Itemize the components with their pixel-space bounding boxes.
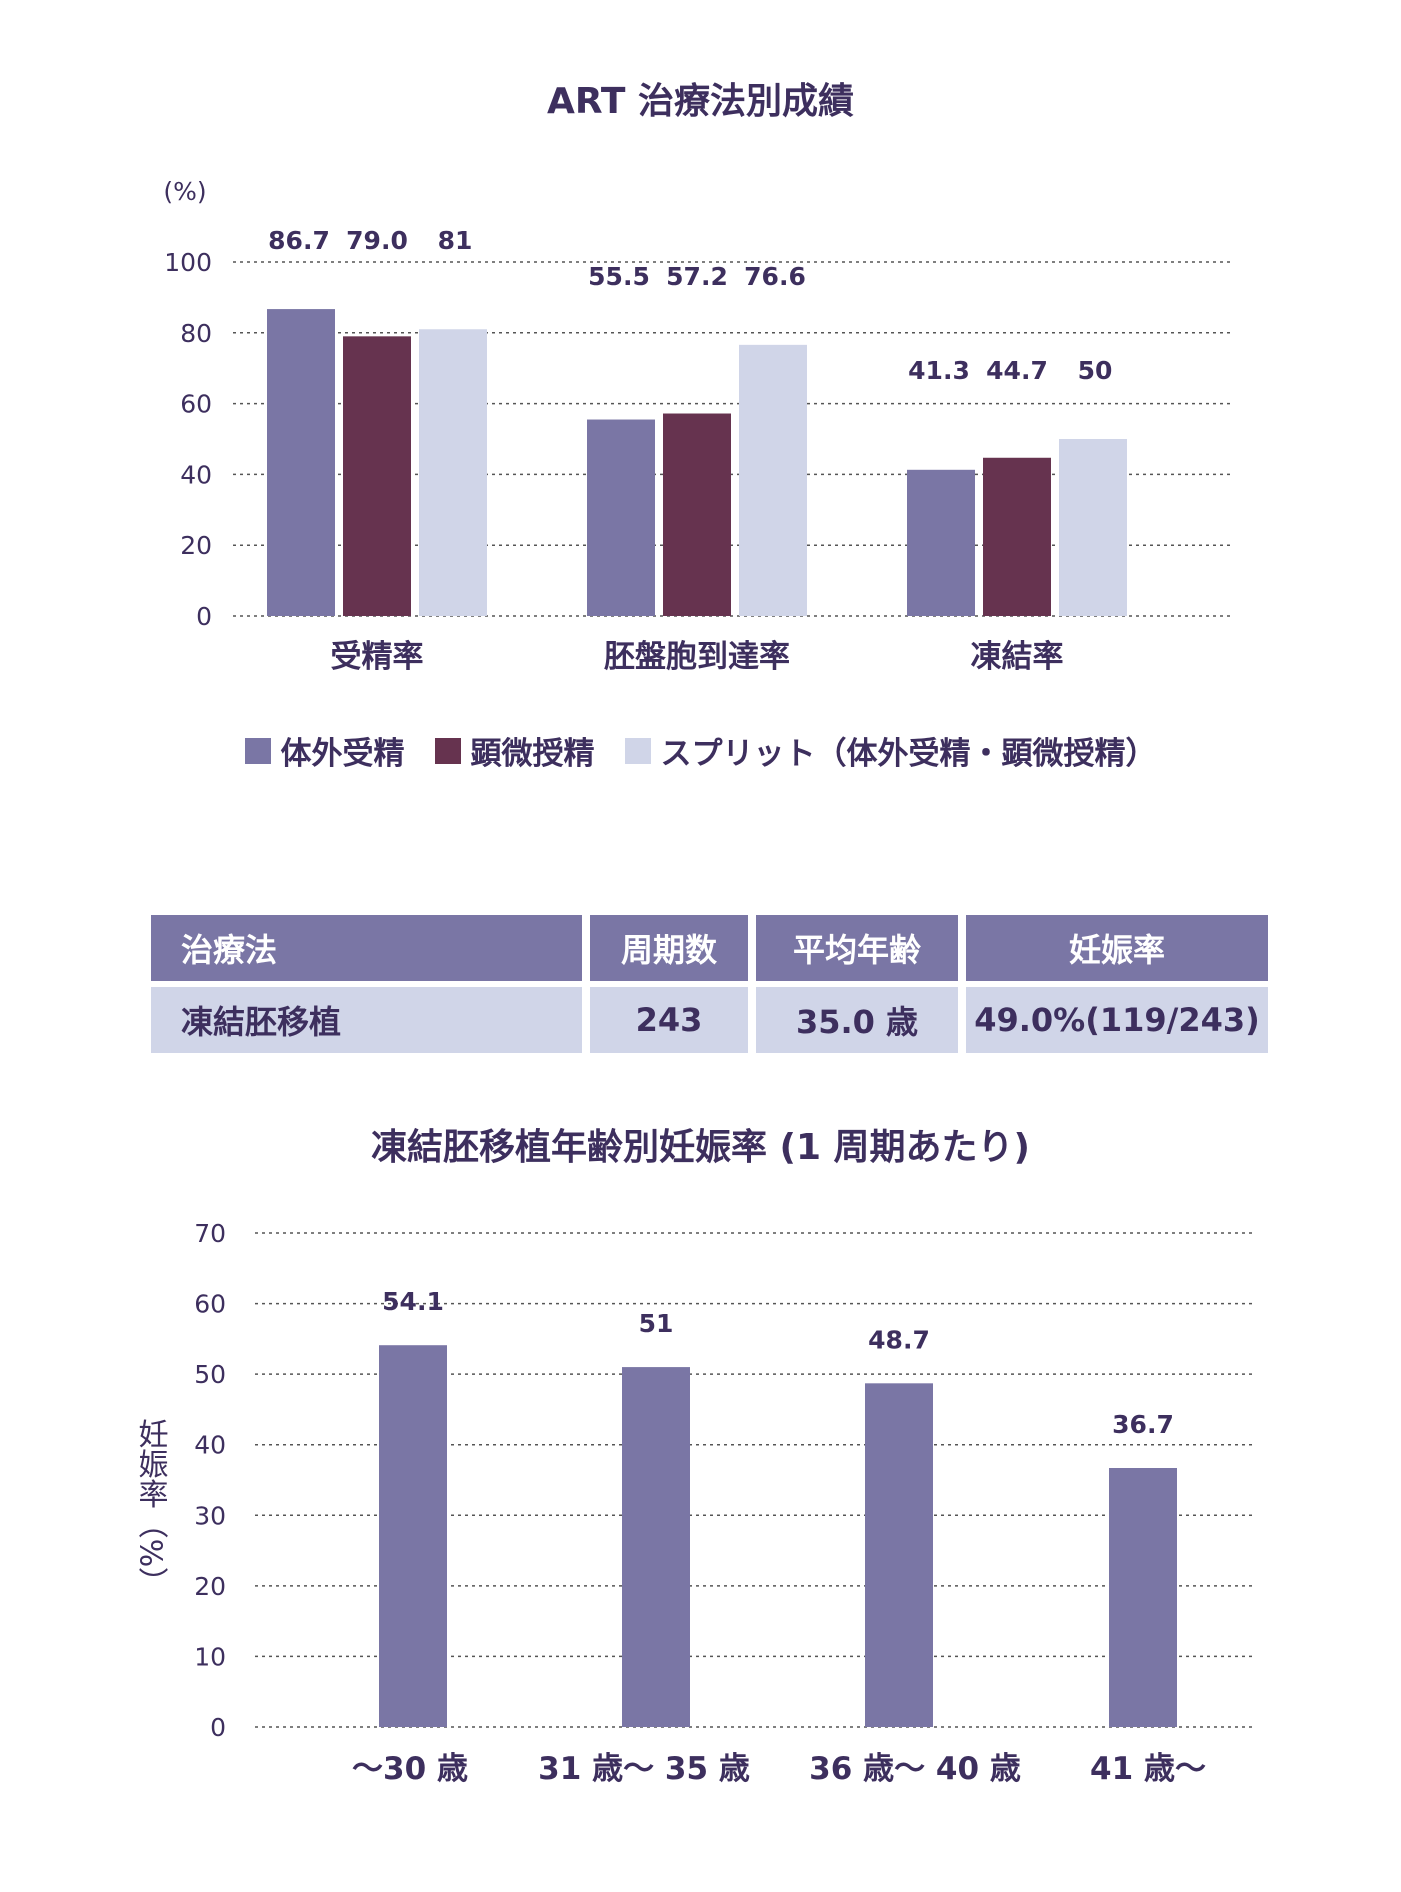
chart2-x-tick-label: 41 歳～ (1090, 1751, 1206, 1787)
chart1-bar (1059, 439, 1127, 616)
chart2-y-tick-label: 60 (194, 1290, 226, 1319)
art-results-bar-chart: (%) 0 20 40 60 80 100 86.7 79.0 81 受精率 55.5 57.2 76.6… (163, 177, 1230, 675)
table-header-row: 治療法 周期数 平均年齢 妊娠率 (151, 915, 1268, 981)
chart2-data-label: 36.7 (1112, 1410, 1174, 1439)
chart1-legend: 体外受精 顕微授精 スプリット（体外受精・顕微授精） (0, 728, 1401, 773)
chart1-x-tick-label: 受精率 (331, 639, 424, 675)
chart1-y-unit-label: (%) (163, 177, 206, 206)
chart2-y-tick-label: 50 (194, 1360, 226, 1389)
chart2-bar (865, 1383, 933, 1727)
chart2-x-tick-label: 36 歳～ 40 歳 (809, 1751, 1021, 1787)
chart2-title: 凍結胚移植年齢別妊娠率 (1 周期あたり) (370, 1127, 1031, 1168)
chart2-x-tick-label: ～30 歳 (352, 1751, 468, 1787)
chart1-data-label: 76.6 (744, 262, 806, 291)
legend-swatch-split (624, 737, 651, 764)
legend-label-split: スプリット（体外受精・顕微授精） (660, 736, 1157, 772)
chart2-y-tick-label: 0 (210, 1713, 226, 1742)
chart2-y-tick-label: 20 (194, 1572, 226, 1601)
chart1-bar (343, 336, 411, 616)
chart1-data-label: 50 (1078, 356, 1113, 385)
table-header-method: 治療法 (151, 915, 582, 981)
table-header-cycles: 周期数 (590, 915, 748, 981)
chart2-y-tick-label: 40 (194, 1431, 226, 1460)
chart1-bar (983, 457, 1051, 616)
chart2-bar (1109, 1468, 1177, 1727)
chart2-y-tick-label: 10 (194, 1642, 226, 1671)
chart1-y-tick-label: 60 (180, 390, 212, 419)
table-cell-cycles: 243 (590, 987, 748, 1053)
chart1-bar (587, 419, 655, 616)
chart1-y-tick-label: 40 (180, 460, 212, 489)
legend-swatch-ivf (244, 737, 271, 764)
chart2-bar (622, 1367, 690, 1727)
chart1-data-label: 41.3 (908, 356, 970, 385)
chart2-data-label: 51 (639, 1309, 674, 1338)
chart1-data-label: 81 (438, 226, 473, 255)
legend-item-ivf: 体外受精 (244, 728, 405, 773)
chart1-data-label: 55.5 (588, 262, 650, 291)
chart2-data-label: 54.1 (382, 1287, 444, 1316)
chart1-y-tick-label: 20 (180, 531, 212, 560)
legend-swatch-icsi (434, 737, 461, 764)
age-pregnancy-bar-chart: 0 10 20 30 40 50 60 70 妊娠率（%） 54.1 51 48.7 36.7 ～30 歳… (133, 1219, 1252, 1787)
legend-item-split: スプリット（体外受精・顕微授精） (624, 728, 1157, 773)
chart1-data-label: 79.0 (346, 226, 408, 255)
chart1-bar (663, 413, 731, 616)
chart1-y-tick-label: 100 (164, 248, 212, 277)
table-cell-method: 凍結胚移植 (151, 987, 582, 1053)
chart2-y-axis-label: 妊娠率（%） (133, 1419, 169, 1598)
table-header-avg-age: 平均年齢 (756, 915, 958, 981)
legend-label-ivf: 体外受精 (280, 736, 405, 772)
table-row: 凍結胚移植 243 35.0 歳 49.0%(119/243) (151, 987, 1268, 1053)
chart2-x-tick-label: 31 歳～ 35 歳 (538, 1751, 750, 1787)
chart1-bar (267, 309, 335, 616)
chart1-data-label: 86.7 (268, 226, 330, 255)
chart2-bar (379, 1345, 447, 1727)
chart1-bar (907, 469, 975, 616)
chart1-bar (739, 344, 807, 616)
results-table: 治療法 周期数 平均年齢 妊娠率 凍結胚移植 243 35.0 歳 49.0%(… (143, 909, 1276, 1059)
chart1-y-tick-label: 0 (196, 602, 212, 631)
chart1-title: ART 治療法別成績 (546, 81, 855, 122)
chart2-y-tick-label: 70 (194, 1219, 226, 1248)
chart1-x-tick-label: 凍結率 (971, 639, 1064, 675)
chart2-data-label: 48.7 (868, 1325, 930, 1354)
chart2-y-tick-label: 30 (194, 1501, 226, 1530)
legend-item-icsi: 顕微授精 (434, 728, 595, 773)
table-cell-pregnancy-rate: 49.0%(119/243) (966, 987, 1268, 1053)
legend-label-icsi: 顕微授精 (470, 736, 595, 772)
table-header-pregnancy-rate: 妊娠率 (966, 915, 1268, 981)
chart1-y-tick-label: 80 (180, 319, 212, 348)
chart1-data-label: 44.7 (986, 356, 1048, 385)
chart1-bar (419, 329, 487, 616)
chart1-data-label: 57.2 (666, 262, 728, 291)
table-cell-avg-age: 35.0 歳 (756, 987, 958, 1053)
chart1-x-tick-label: 胚盤胞到達率 (604, 639, 790, 675)
